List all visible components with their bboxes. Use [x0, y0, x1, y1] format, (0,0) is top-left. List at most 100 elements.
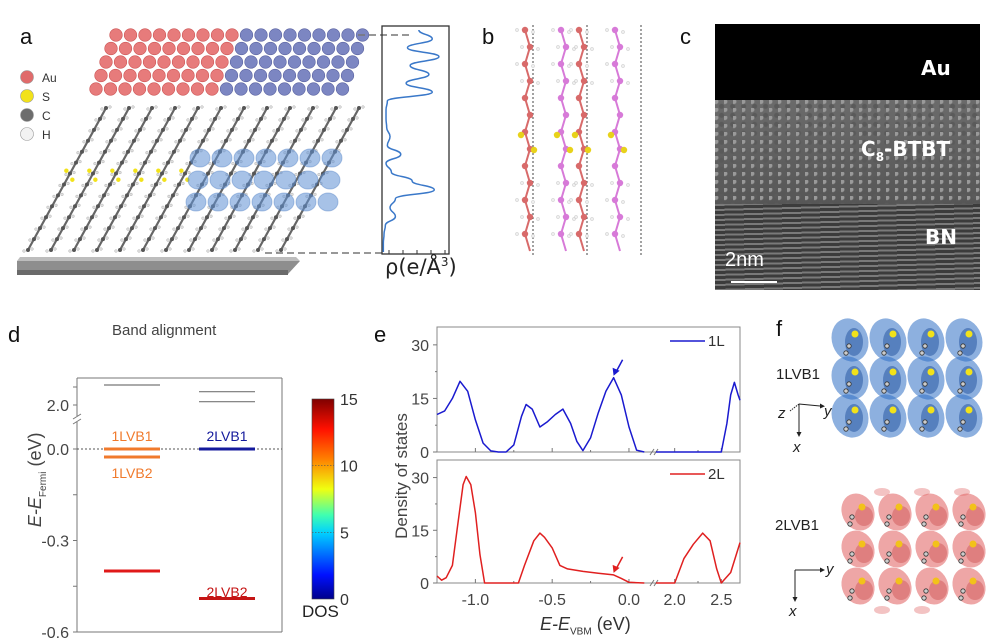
colorbar-tick-label: 10 — [340, 459, 358, 476]
hydrogen-atom — [208, 162, 212, 166]
hydrogen-atom — [169, 107, 173, 111]
carbon-atom — [172, 149, 176, 154]
carbon-atom — [118, 248, 122, 252]
gold-atom — [133, 41, 147, 56]
hydrogen-atom — [243, 236, 247, 240]
hydrogen-atom — [116, 162, 120, 166]
gold-atom-charged — [326, 68, 340, 83]
gold-atom-charged — [239, 28, 254, 42]
hydrogen-atom — [241, 227, 245, 231]
carbon-atom — [166, 160, 170, 165]
hydrogen-atom — [264, 227, 268, 231]
isosurface-lobe — [185, 192, 207, 212]
carbon-atom — [153, 226, 157, 231]
hydrogen-atom — [200, 105, 204, 109]
gold-atom — [89, 82, 103, 96]
hydrogen-atom — [626, 217, 630, 221]
atom — [562, 179, 570, 187]
sulfur-atom — [110, 168, 115, 173]
hydrogen-atom — [309, 116, 313, 120]
sulfur-atom — [927, 406, 935, 414]
hydrogen-atom — [104, 183, 108, 188]
atom — [575, 162, 583, 170]
hydrogen-atom — [192, 107, 196, 111]
hydrogen-atom — [66, 181, 70, 186]
orbital-lobe-inner — [929, 506, 947, 526]
level-label: 1LVB1 — [112, 428, 153, 444]
hydrogen-atom — [153, 149, 157, 153]
carbon-atom — [843, 388, 849, 394]
hydrogen-atom — [74, 238, 78, 242]
carbon-atom — [38, 226, 42, 231]
hydrogen-atom — [621, 64, 625, 68]
orbital-lobe-small — [874, 606, 890, 614]
hydrogen-atom — [621, 30, 625, 34]
gold-atom-charged — [326, 28, 341, 42]
orbital-lobe-inner — [845, 328, 863, 356]
sulfur-atom — [87, 168, 92, 173]
gold-atom-charged — [292, 41, 307, 56]
hydrogen-atom — [223, 105, 227, 109]
sulfur-atom — [851, 330, 859, 338]
carbon-atom — [884, 381, 890, 387]
carbon-atom — [177, 182, 181, 187]
isosurface-lobe — [211, 148, 233, 168]
hydrogen-atom — [124, 160, 128, 164]
hydrogen-atom — [326, 127, 330, 131]
atom — [611, 162, 619, 170]
hydrogen-atom — [187, 170, 191, 175]
hydrogen-atom — [139, 162, 143, 166]
legend-label-1l: 1L — [708, 333, 725, 350]
hydrogen-atom — [220, 236, 224, 240]
sulfur-atom — [927, 368, 935, 376]
gold-atom-charged — [321, 41, 336, 56]
carbon-atom — [84, 226, 88, 231]
hydrogen-atom — [171, 116, 175, 120]
hydrogen-atom — [290, 192, 294, 196]
hydrogen-atom — [149, 227, 153, 231]
hydrogen-atom — [275, 249, 279, 253]
gold-atom — [225, 28, 239, 42]
sulfur-atom — [851, 368, 859, 376]
carbon-atom — [219, 106, 223, 110]
hydrogen-atom — [515, 232, 519, 236]
sulfur-atom — [927, 330, 935, 338]
hydrogen-atom — [249, 225, 253, 229]
orbital-lobe-inner — [845, 366, 863, 394]
atom — [611, 94, 619, 102]
carbon-atom — [72, 248, 76, 252]
hydrogen-atom — [318, 129, 322, 133]
dos-subplot-frame — [436, 326, 741, 453]
hydrogen-atom — [162, 162, 166, 166]
atom — [575, 230, 583, 238]
hydrogen-atom — [278, 214, 282, 218]
atom — [526, 77, 534, 85]
carbon-atom — [843, 350, 849, 356]
hydrogen-atom — [551, 62, 555, 66]
atom — [562, 77, 570, 85]
orbital-lobe-inner — [892, 506, 910, 526]
isosurface-lobe — [295, 192, 317, 212]
gold-atom — [181, 28, 196, 42]
hydrogen-atom — [313, 192, 317, 196]
hydrogen-atom — [168, 247, 172, 251]
carbon-atom — [167, 116, 171, 121]
carbon-atom — [957, 426, 963, 432]
hydrogen-atom — [144, 194, 148, 198]
gold-atom-charged — [234, 82, 248, 96]
hydrogen-atom — [84, 149, 88, 153]
y-tick-label: 0 — [420, 576, 429, 593]
atom — [575, 94, 583, 102]
hydrogen-atom — [531, 200, 535, 204]
sulfur-atom — [969, 503, 977, 511]
band-alignment-chart: 2.0 0.0 -0.3 -0.6 1LVB1 1LVB2 2LVB1 2LVB2 0 5 10 15 — [41, 377, 358, 642]
hydrogen-atom — [143, 238, 147, 242]
gold-atom — [161, 82, 176, 96]
gold-atom — [162, 41, 176, 56]
sulfur-atom — [70, 177, 75, 182]
hydrogen-atom — [235, 238, 239, 242]
carbon-atom — [104, 106, 108, 110]
carbon-atom — [85, 182, 89, 187]
atom — [575, 196, 583, 204]
gold-atom — [191, 41, 205, 56]
